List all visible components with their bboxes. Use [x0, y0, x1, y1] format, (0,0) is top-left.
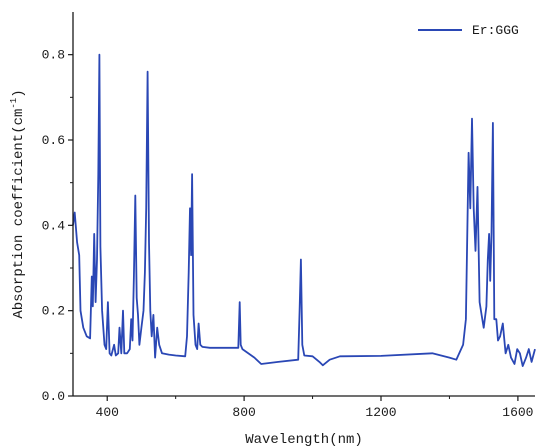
y-axis-title-close: ) — [11, 89, 27, 97]
x-tick-label: 1200 — [365, 405, 396, 420]
legend: Er:GGG — [418, 23, 519, 38]
x-axis-ticks: 400 800 1200 1600 — [96, 396, 533, 420]
legend-label-er-ggg: Er:GGG — [472, 23, 519, 38]
y-axis-title: Absorption coefficient(cm-1) — [9, 89, 27, 318]
y-tick-label: 0.8 — [42, 48, 65, 63]
y-tick-label: 0.0 — [42, 389, 65, 404]
x-tick-label: 1600 — [502, 405, 533, 420]
series-line-er-ggg — [72, 53, 536, 367]
y-axis-ticks: 0.0 0.2 0.4 0.6 0.8 — [42, 48, 73, 404]
x-tick-label: 400 — [96, 405, 119, 420]
x-tick-label: 800 — [232, 405, 255, 420]
y-tick-label: 0.6 — [42, 133, 65, 148]
axes: 400 800 1200 1600 0.0 0.2 0.4 0.6 0.8 — [42, 12, 535, 420]
plot-series — [72, 53, 536, 367]
x-axis-title: Wavelength(nm) — [245, 432, 363, 448]
y-tick-label: 0.2 — [42, 304, 65, 319]
y-axis-title-superscript: -1 — [9, 98, 19, 109]
y-tick-label: 0.4 — [42, 218, 66, 233]
y-axis-title-main: Absorption coefficient(cm — [11, 109, 27, 319]
